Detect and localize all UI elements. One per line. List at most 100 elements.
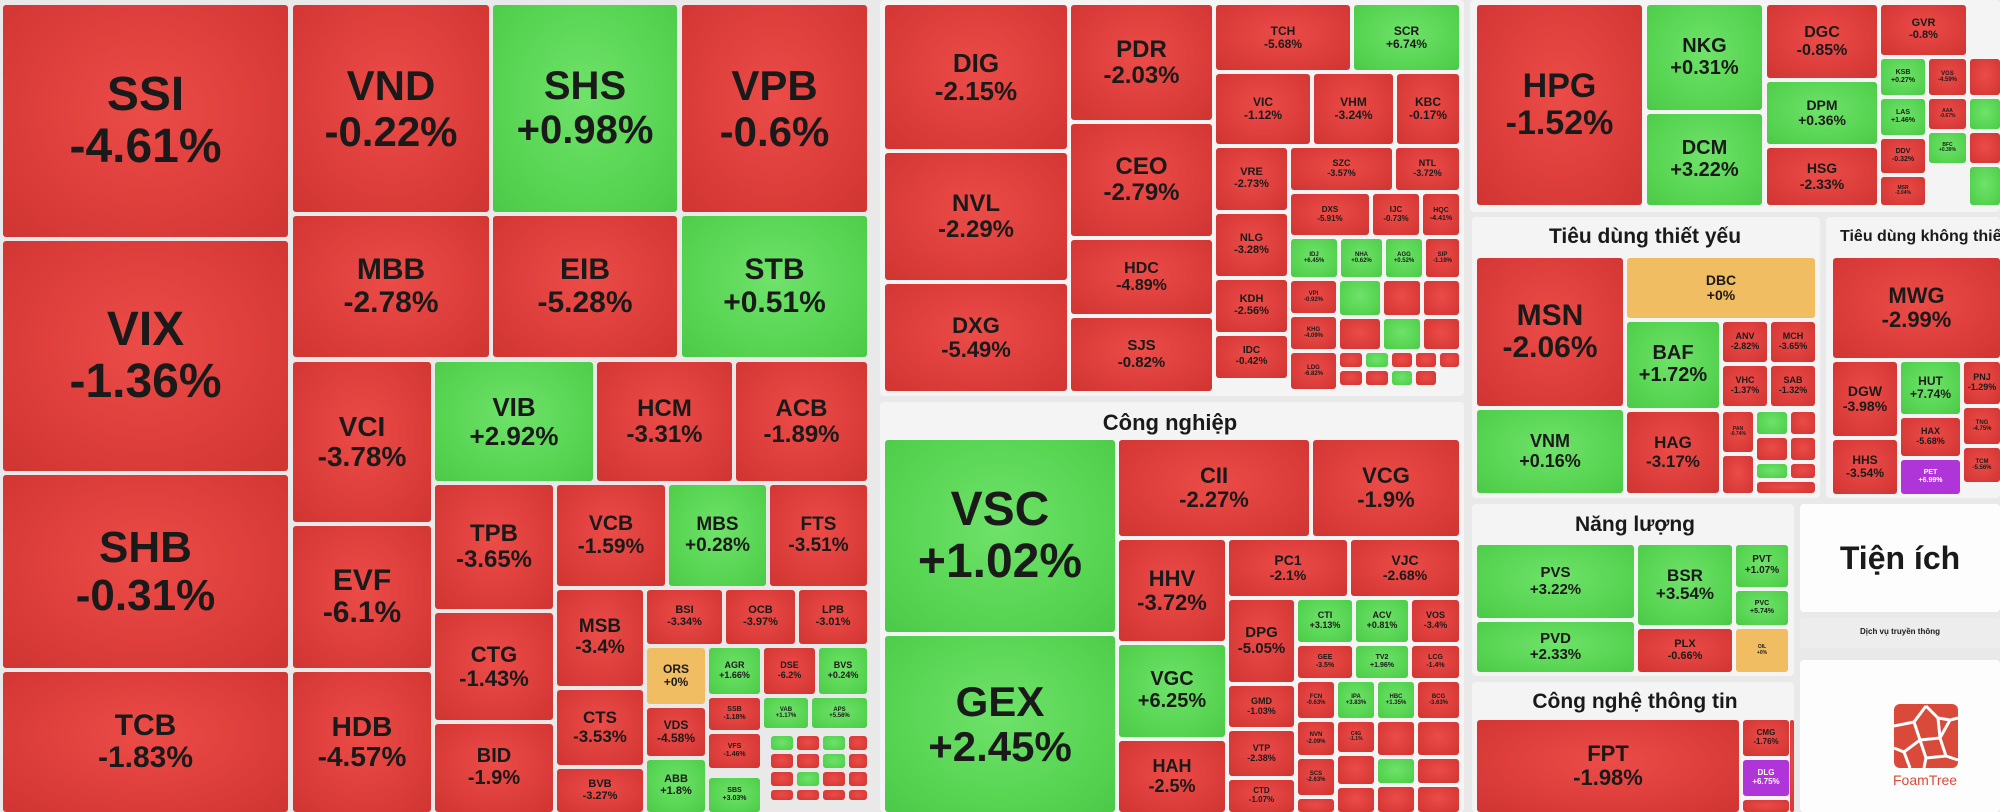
stock-tile-dlg[interactable]: DLG +6.75% bbox=[1743, 760, 1789, 796]
stock-tile-tpb[interactable]: TPB -3.65% bbox=[435, 485, 553, 609]
stock-tile-bid[interactable]: BID -1.9% bbox=[435, 724, 553, 812]
stock-tile-hbc[interactable]: HBC +1.35% bbox=[1378, 682, 1414, 718]
stock-tile-dpg[interactable]: DPG -5.05% bbox=[1229, 600, 1294, 682]
small-stock-tile[interactable] bbox=[1298, 799, 1334, 812]
stock-tile-vci[interactable]: VCI -3.78% bbox=[293, 362, 431, 522]
small-stock-tile[interactable] bbox=[1970, 59, 2000, 95]
stock-tile-gex[interactable]: GEX +2.45% bbox=[885, 636, 1115, 812]
stock-tile-sab[interactable]: SAB -1.32% bbox=[1771, 366, 1815, 406]
stock-tile-pvs[interactable]: PVS +3.22% bbox=[1477, 545, 1634, 618]
stock-tile-fpt[interactable]: FPT -1.98% bbox=[1477, 720, 1739, 812]
stock-tile-pet[interactable]: PET +6.99% bbox=[1901, 460, 1960, 494]
stock-tile-eib[interactable]: EIB -5.28% bbox=[493, 216, 677, 357]
stock-tile-ijc[interactable]: IJC -0.73% bbox=[1373, 194, 1419, 235]
stock-tile-aps[interactable]: APS +5.56% bbox=[812, 698, 867, 728]
stock-tile-sip[interactable]: SIP -1.19% bbox=[1426, 239, 1459, 277]
stock-tile-nkg[interactable]: NKG +0.31% bbox=[1647, 5, 1762, 110]
small-stock-tile[interactable] bbox=[771, 754, 793, 768]
small-stock-tile[interactable] bbox=[1338, 756, 1374, 784]
small-stock-tile[interactable] bbox=[1418, 722, 1459, 755]
stock-tile-ors[interactable]: ORS +0% bbox=[647, 648, 705, 704]
stock-tile-vds[interactable]: VDS -4.58% bbox=[647, 708, 705, 756]
small-stock-tile[interactable] bbox=[1970, 99, 2000, 129]
stock-tile-dpm[interactable]: DPM +0.36% bbox=[1767, 82, 1877, 144]
stock-tile-dgw[interactable]: DGW -3.98% bbox=[1833, 362, 1897, 436]
stock-tile-hsg[interactable]: HSG -2.33% bbox=[1767, 148, 1877, 205]
small-stock-tile[interactable] bbox=[823, 772, 845, 786]
stock-tile-ctd[interactable]: CTD -1.07% bbox=[1229, 780, 1294, 812]
small-stock-tile[interactable] bbox=[1384, 319, 1420, 349]
stock-tile-vcg[interactable]: VCG -1.9% bbox=[1313, 440, 1459, 536]
small-stock-tile[interactable] bbox=[1723, 456, 1753, 493]
stock-tile-sbs[interactable]: SBS +3.03% bbox=[709, 778, 760, 812]
stock-tile-fts[interactable]: FTS -3.51% bbox=[770, 485, 867, 586]
stock-tile-vre[interactable]: VRE -2.73% bbox=[1216, 148, 1287, 210]
small-stock-tile[interactable] bbox=[1392, 371, 1412, 385]
stock-tile-tcm[interactable]: TCM -5.56% bbox=[1964, 448, 2000, 482]
stock-tile-dse[interactable]: DSE -6.2% bbox=[764, 648, 815, 694]
small-stock-tile[interactable] bbox=[823, 736, 845, 750]
stock-tile-dxg[interactable]: DXG -5.49% bbox=[885, 284, 1067, 391]
stock-tile-vnd[interactable]: VND -0.22% bbox=[293, 5, 489, 212]
stock-tile-tv2[interactable]: TV2 +1.96% bbox=[1356, 646, 1408, 678]
stock-tile-agg[interactable]: AGG +0.52% bbox=[1386, 239, 1422, 277]
stock-tile-msr[interactable]: MSR -3.04% bbox=[1881, 177, 1925, 205]
small-stock-tile[interactable] bbox=[849, 772, 867, 786]
small-stock-tile[interactable] bbox=[1791, 464, 1815, 478]
small-stock-tile[interactable] bbox=[1378, 759, 1414, 783]
stock-tile-hag[interactable]: HAG -3.17% bbox=[1627, 412, 1719, 493]
stock-tile-vnm[interactable]: VNM +0.16% bbox=[1477, 410, 1623, 493]
stock-tile-msn[interactable]: MSN -2.06% bbox=[1477, 258, 1623, 406]
stock-tile-cmg[interactable]: CMG -1.76% bbox=[1743, 720, 1789, 756]
stock-tile-nha[interactable]: NHA +0.62% bbox=[1341, 239, 1382, 277]
stock-tile-ssb[interactable]: SSB -1.18% bbox=[709, 698, 760, 730]
stock-tile-lcg[interactable]: LCG -1.4% bbox=[1412, 646, 1459, 678]
small-stock-tile[interactable] bbox=[1743, 800, 1789, 812]
stock-tile-szc[interactable]: SZC -3.57% bbox=[1291, 148, 1392, 190]
small-stock-tile[interactable] bbox=[1418, 759, 1459, 783]
small-stock-tile[interactable] bbox=[1416, 371, 1436, 385]
stock-tile-vhc[interactable]: VHC -1.37% bbox=[1723, 366, 1767, 406]
stock-tile-acv[interactable]: ACV +0.81% bbox=[1356, 600, 1408, 642]
small-stock-tile[interactable] bbox=[771, 772, 793, 786]
small-stock-tile[interactable] bbox=[1378, 722, 1414, 755]
stock-tile-evf[interactable]: EVF -6.1% bbox=[293, 526, 431, 668]
stock-tile-hhv[interactable]: HHV -3.72% bbox=[1119, 540, 1225, 641]
stock-tile-vtp[interactable]: VTP -2.38% bbox=[1229, 731, 1294, 776]
stock-tile-bvs[interactable]: BVS +0.24% bbox=[819, 648, 867, 694]
stock-tile-vos[interactable]: VOS -3.4% bbox=[1412, 600, 1459, 642]
small-stock-tile[interactable] bbox=[771, 790, 793, 800]
small-stock-tile[interactable] bbox=[1757, 482, 1815, 493]
small-stock-tile[interactable] bbox=[1424, 319, 1459, 349]
small-stock-tile[interactable] bbox=[797, 790, 819, 800]
small-stock-tile[interactable] bbox=[1440, 353, 1459, 367]
stock-tile-vab[interactable]: VAB +1.17% bbox=[764, 698, 808, 728]
stock-tile-nvn[interactable]: NVN -2.09% bbox=[1298, 722, 1334, 755]
stock-tile-hax[interactable]: HAX -5.68% bbox=[1901, 418, 1960, 456]
small-stock-tile[interactable] bbox=[797, 772, 819, 786]
stock-tile-vpb[interactable]: VPB -0.6% bbox=[682, 5, 867, 212]
stock-tile-pdr[interactable]: PDR -2.03% bbox=[1071, 5, 1212, 120]
small-stock-tile[interactable] bbox=[849, 790, 867, 800]
small-stock-tile[interactable] bbox=[1366, 371, 1388, 385]
stock-tile-tcb[interactable]: TCB -1.83% bbox=[3, 672, 288, 812]
small-stock-tile[interactable] bbox=[1416, 353, 1436, 367]
stock-tile-vix[interactable]: VIX -1.36% bbox=[3, 241, 288, 471]
stock-tile-hah[interactable]: HAH -2.5% bbox=[1119, 741, 1225, 812]
stock-tile-ksb[interactable]: KSB +0.27% bbox=[1881, 59, 1925, 95]
stock-tile-ocb[interactable]: OCB -3.97% bbox=[726, 590, 795, 644]
stock-tile-vgs[interactable]: VGS -4.59% bbox=[1929, 59, 1966, 95]
small-stock-tile[interactable] bbox=[1791, 412, 1815, 434]
stock-tile-las[interactable]: LAS +1.46% bbox=[1881, 99, 1925, 135]
stock-tile-bsi[interactable]: BSI -3.34% bbox=[647, 590, 722, 644]
stock-tile-idj[interactable]: IDJ +6.45% bbox=[1291, 239, 1337, 277]
stock-tile-ctg[interactable]: CTG -1.43% bbox=[435, 613, 553, 720]
stock-tile-plx[interactable]: PLX -0.66% bbox=[1638, 629, 1732, 672]
stock-tile-vgc[interactable]: VGC +6.25% bbox=[1119, 645, 1225, 737]
small-stock-tile[interactable] bbox=[1340, 319, 1380, 349]
small-stock-tile[interactable] bbox=[849, 754, 867, 768]
small-stock-tile[interactable] bbox=[1378, 787, 1414, 812]
small-stock-tile[interactable] bbox=[1340, 353, 1362, 367]
stock-tile-hcm[interactable]: HCM -3.31% bbox=[597, 362, 732, 481]
small-stock-tile[interactable] bbox=[1340, 371, 1362, 385]
